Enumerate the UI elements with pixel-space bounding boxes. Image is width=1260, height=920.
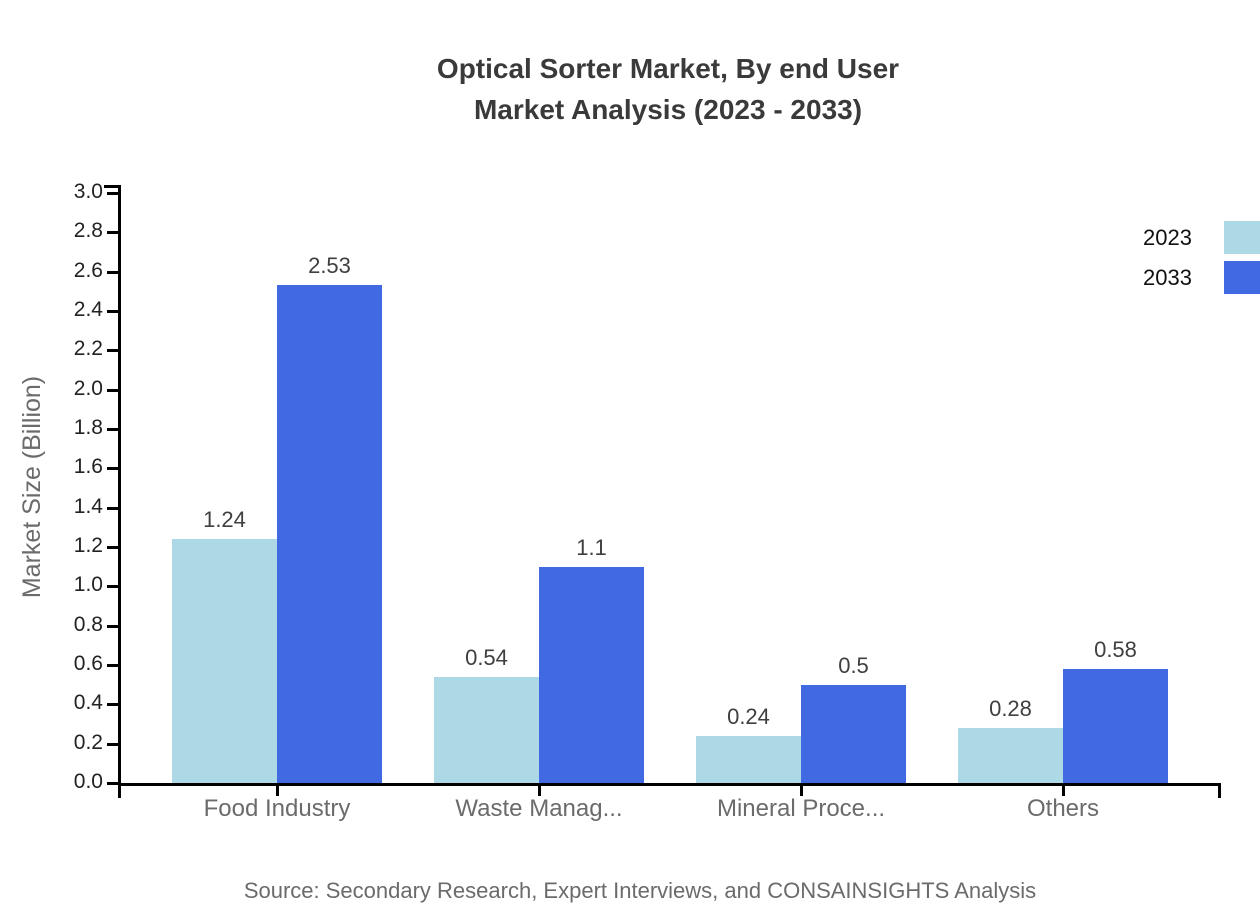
legend-swatch-2033	[1224, 261, 1260, 294]
y-tick-1.2	[107, 545, 118, 549]
legend-swatch-2023	[1224, 221, 1260, 254]
y-tick-label-0.0: 0.0	[73, 770, 103, 793]
y-axis-title: Market Size (Billion)	[18, 375, 46, 599]
y-tick-1.0	[107, 585, 118, 589]
x-cat-label-food-industry: Food Industry	[203, 795, 351, 822]
y-tick-label-2.6: 2.6	[73, 258, 103, 282]
y-tick-2.0	[107, 388, 118, 392]
bar-value-2033-waste-manag: 1.1	[576, 535, 607, 560]
y-tick-label-2.8: 2.8	[73, 219, 103, 243]
bar-value-2023-waste-manag: 0.54	[465, 645, 508, 670]
y-tick-0.2	[107, 742, 118, 746]
bar-2033-food-industry	[277, 285, 382, 783]
y-tick-2.2	[107, 349, 118, 353]
y-axis-line	[118, 185, 121, 798]
y-tick-label-1.8: 1.8	[73, 415, 103, 439]
y-tick-label-0.4: 0.4	[73, 691, 103, 715]
bar-value-2033-mineral-proce: 0.5	[838, 653, 869, 678]
bar-2033-others	[1063, 669, 1168, 783]
bar-2023-waste-manag	[434, 677, 539, 783]
legend-label-2023: 2023	[1143, 225, 1192, 250]
y-tick-1.6	[107, 467, 118, 471]
x-cat-label-mineral-proce: Mineral Proce...	[716, 795, 886, 822]
y-tick-label-3.0: 3.0	[73, 179, 103, 203]
bar-value-2023-food-industry: 1.24	[203, 507, 246, 532]
legend-item-2023: 2023	[1143, 221, 1260, 254]
y-tick-label-2.4: 2.4	[73, 297, 103, 321]
bar-2033-mineral-proce	[801, 685, 906, 783]
bar-2033-waste-manag	[539, 567, 644, 783]
x-tick-mineral-proce	[800, 783, 803, 796]
x-axis-line	[118, 783, 1221, 786]
y-tick-label-0.2: 0.2	[73, 730, 103, 754]
legend: 2023 2033	[1143, 221, 1260, 301]
bar-value-2023-others: 0.28	[989, 696, 1032, 721]
x-axis-end-tick	[1218, 783, 1221, 798]
bar-2023-others	[958, 728, 1063, 783]
y-axis-top-cap-tick	[104, 185, 121, 188]
legend-item-2033: 2033	[1143, 261, 1260, 294]
y-tick-label-2.0: 2.0	[73, 376, 103, 400]
y-tick-label-0.6: 0.6	[73, 651, 103, 675]
bar-value-2033-others: 0.58	[1094, 637, 1137, 662]
bar-value-2033-food-industry: 2.53	[308, 253, 351, 278]
x-tick-others	[1062, 783, 1065, 796]
y-tick-label-1.0: 1.0	[73, 573, 103, 597]
x-tick-waste-manag	[538, 783, 541, 796]
y-tick-2.4	[107, 309, 118, 313]
chart-title-line1: Optical Sorter Market, By end User	[436, 53, 900, 84]
chart-title: Optical Sorter Market, By end User Marke…	[68, 48, 1260, 130]
x-cat-label-waste-manag: Waste Manag...	[455, 795, 623, 822]
chart-title-line2: Market Analysis (2023 - 2033)	[473, 94, 863, 125]
y-tick-1.4	[107, 506, 118, 510]
y-tick-label-1.6: 1.6	[73, 455, 103, 479]
y-tick-label-1.4: 1.4	[73, 494, 103, 518]
y-tick-0.0	[107, 782, 118, 785]
y-tick-3.0	[107, 191, 118, 195]
y-tick-2.8	[107, 231, 118, 235]
bar-value-2023-mineral-proce: 0.24	[727, 704, 770, 729]
source-note: Source: Secondary Research, Expert Inter…	[243, 878, 1037, 903]
y-tick-label-0.8: 0.8	[73, 612, 103, 636]
y-tick-2.6	[107, 270, 118, 274]
bar-2023-food-industry	[172, 539, 277, 783]
y-tick-1.8	[107, 427, 118, 431]
legend-label-2033: 2033	[1143, 265, 1192, 290]
x-tick-food-industry	[276, 783, 279, 796]
y-tick-0.8	[107, 624, 118, 628]
bar-2023-mineral-proce	[696, 736, 801, 783]
x-cat-label-others: Others	[1026, 795, 1100, 822]
y-tick-0.6	[107, 663, 118, 667]
y-tick-label-1.2: 1.2	[73, 533, 103, 557]
y-tick-label-2.2: 2.2	[73, 337, 103, 361]
y-tick-0.4	[107, 703, 118, 707]
